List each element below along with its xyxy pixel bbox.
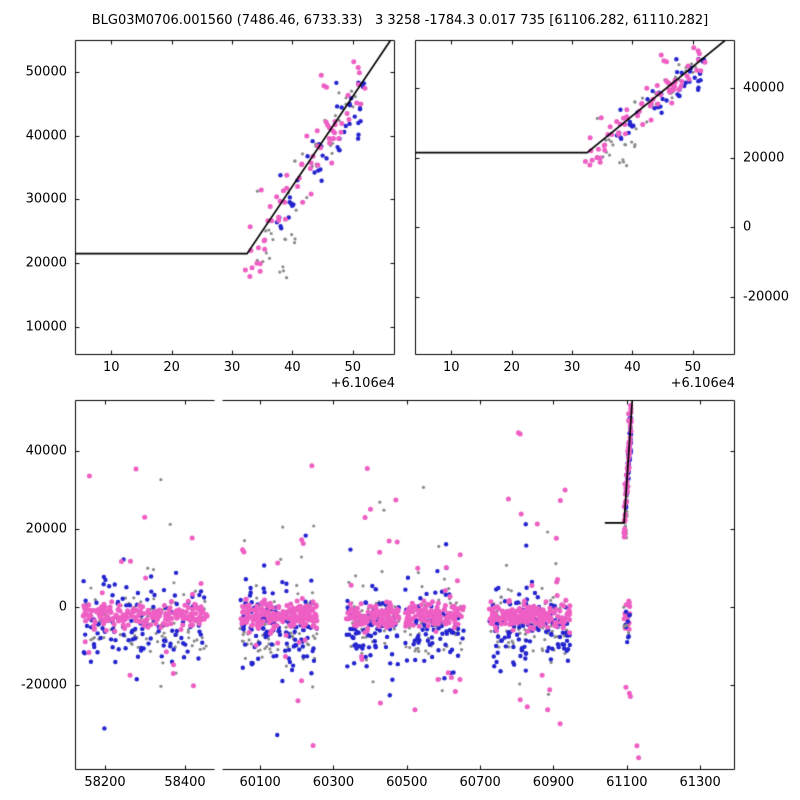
x-axis-offset-label: +6.106e4 [330, 376, 395, 391]
x-tick-label: 40 [284, 360, 301, 375]
y-tick-label: 20000 [25, 521, 67, 537]
y-tick-label: 0 [58, 599, 67, 615]
y-tick-label: 40000 [743, 80, 785, 96]
x-tick-label: 61300 [679, 775, 721, 790]
x-tick-label: 30 [563, 360, 581, 375]
x-tick-label: 40 [624, 360, 641, 375]
x-tick-label: 60700 [459, 775, 501, 790]
x-tick-label: 50 [344, 360, 362, 375]
y-tick-label: -20000 [743, 289, 790, 305]
figure-title: BLG03M0706.001560 (7486.46, 6733.33) 3 3… [91, 13, 709, 28]
x-tick-label: 60900 [532, 775, 575, 790]
y-tick-label: 0 [743, 219, 752, 235]
y-tick-label: 40000 [25, 443, 67, 459]
y-tick-label: 20000 [25, 255, 67, 271]
x-tick-label: 10 [102, 360, 120, 375]
x-tick-label: 60500 [386, 775, 428, 790]
y-tick-label: 50000 [25, 64, 67, 80]
x-tick-label: 50 [684, 360, 702, 375]
y-tick-label: -20000 [20, 677, 67, 693]
y-tick-label: 30000 [25, 191, 67, 207]
x-tick-label: 58200 [84, 775, 126, 790]
x-tick-label: 61100 [606, 775, 648, 790]
x-tick-label: 20 [503, 360, 520, 375]
y-tick-label: 40000 [25, 128, 67, 144]
x-tick-label: 58400 [164, 775, 206, 790]
x-tick-label: 60300 [312, 775, 355, 790]
x-axis-offset-label: +6.106e4 [670, 376, 735, 391]
x-tick-label: 20 [163, 360, 180, 375]
x-tick-label: 30 [223, 360, 241, 375]
x-tick-label: 60100 [239, 775, 281, 790]
y-tick-label: 20000 [743, 150, 785, 166]
y-tick-label: 10000 [25, 319, 67, 335]
x-tick-label: 10 [442, 360, 460, 375]
